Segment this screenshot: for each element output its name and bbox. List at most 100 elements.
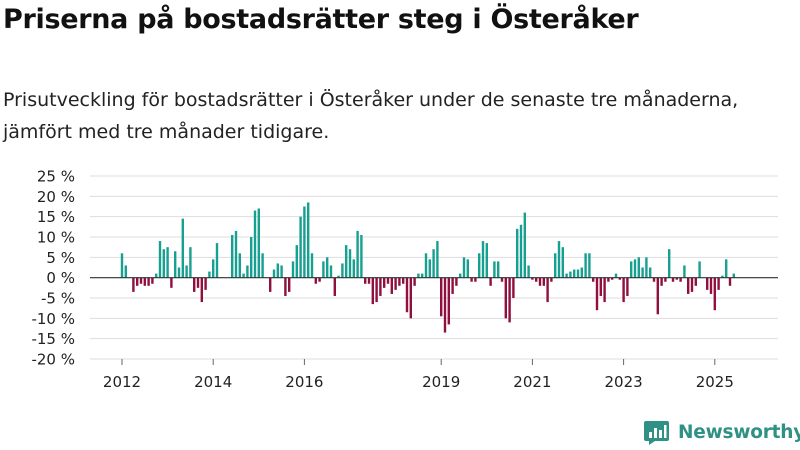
bar	[341, 263, 344, 278]
y-tick-label: -5 %	[41, 290, 75, 308]
bar	[576, 269, 580, 278]
bar	[231, 234, 234, 278]
bar	[124, 265, 127, 278]
bar	[352, 259, 355, 278]
bar	[288, 277, 291, 292]
bar	[181, 218, 184, 278]
bar	[641, 267, 644, 278]
bar	[459, 273, 462, 278]
bar	[246, 265, 249, 278]
bar	[250, 237, 253, 278]
bar	[535, 277, 538, 282]
bar	[299, 216, 302, 278]
bar	[725, 259, 728, 278]
bar	[413, 277, 416, 286]
bar	[481, 241, 485, 278]
bar	[443, 277, 447, 333]
bar	[337, 275, 340, 278]
bar	[147, 277, 150, 286]
bar	[573, 269, 576, 278]
bar	[204, 277, 207, 290]
bar	[151, 277, 154, 284]
bars	[120, 202, 735, 333]
newsworthy-bar-chart-icon	[644, 421, 669, 445]
bar	[212, 259, 215, 278]
bar	[622, 277, 625, 303]
bar	[462, 257, 466, 278]
bar	[303, 206, 306, 278]
bar	[139, 277, 143, 284]
bar	[679, 277, 682, 282]
bar	[660, 277, 663, 286]
bar	[508, 277, 511, 323]
bar	[698, 261, 701, 278]
bar	[603, 277, 606, 303]
bar	[364, 277, 367, 284]
bar	[208, 271, 211, 278]
bar	[409, 277, 412, 319]
bar	[284, 277, 287, 296]
y-tick-label: 15 %	[37, 208, 75, 226]
bar	[177, 267, 181, 278]
bar	[626, 277, 629, 296]
bar	[474, 277, 477, 282]
bar	[432, 249, 435, 278]
bar	[523, 212, 526, 278]
annotation-label: 1 %	[729, 0, 758, 4]
grid-lines	[90, 175, 778, 360]
brand-name: Newsworthy	[678, 422, 800, 443]
bar	[588, 253, 591, 278]
bar	[215, 243, 219, 278]
bar	[379, 277, 382, 296]
bar	[554, 253, 557, 278]
bar	[470, 277, 473, 282]
bar	[649, 267, 652, 278]
bar	[383, 277, 386, 288]
x-tick-label: 2025	[696, 373, 734, 391]
bar-chart: 25 % 20 % 15 % 10 % 5 % 0 % -5 % -10 % -15 % -20 …	[31, 0, 778, 391]
bar	[276, 263, 279, 278]
bar	[193, 277, 196, 292]
bar	[333, 277, 336, 296]
bar	[599, 277, 602, 296]
bar	[531, 277, 534, 280]
bar	[242, 273, 245, 278]
bar	[295, 245, 298, 278]
bar	[500, 277, 504, 282]
bar	[326, 257, 329, 278]
bar	[611, 277, 614, 280]
bar	[398, 277, 401, 286]
y-tick-label: 5 %	[46, 249, 75, 267]
bar	[595, 277, 599, 311]
y-axis: 25 % 20 % 15 % 10 % 5 % 0 % -5 % -10 % -15 % -20 …	[31, 168, 75, 369]
bar	[466, 259, 469, 278]
y-tick-label: 25 %	[37, 168, 75, 186]
bar	[618, 277, 621, 280]
bar	[174, 251, 177, 278]
bar	[390, 277, 393, 294]
bar	[668, 249, 671, 278]
bar	[546, 277, 549, 303]
bar	[238, 253, 241, 278]
bar	[721, 275, 724, 278]
bar	[451, 277, 454, 294]
bar	[310, 253, 314, 278]
bar	[690, 277, 694, 292]
bar	[329, 265, 333, 278]
x-tick-label: 2019	[422, 373, 460, 391]
bar	[489, 277, 492, 286]
y-tick-label: -10 %	[31, 310, 75, 328]
bar	[143, 277, 146, 286]
bar	[307, 202, 310, 278]
bar	[405, 277, 409, 313]
bar	[272, 269, 276, 278]
bar	[645, 257, 648, 278]
chart-title: Priserna på bostadsrätter steg i Österåk…	[3, 4, 639, 35]
bar	[162, 249, 165, 278]
bar	[694, 277, 697, 286]
bar	[345, 245, 348, 278]
bar	[322, 261, 325, 278]
bar	[280, 265, 283, 278]
bar	[166, 247, 169, 278]
bar	[436, 241, 439, 278]
